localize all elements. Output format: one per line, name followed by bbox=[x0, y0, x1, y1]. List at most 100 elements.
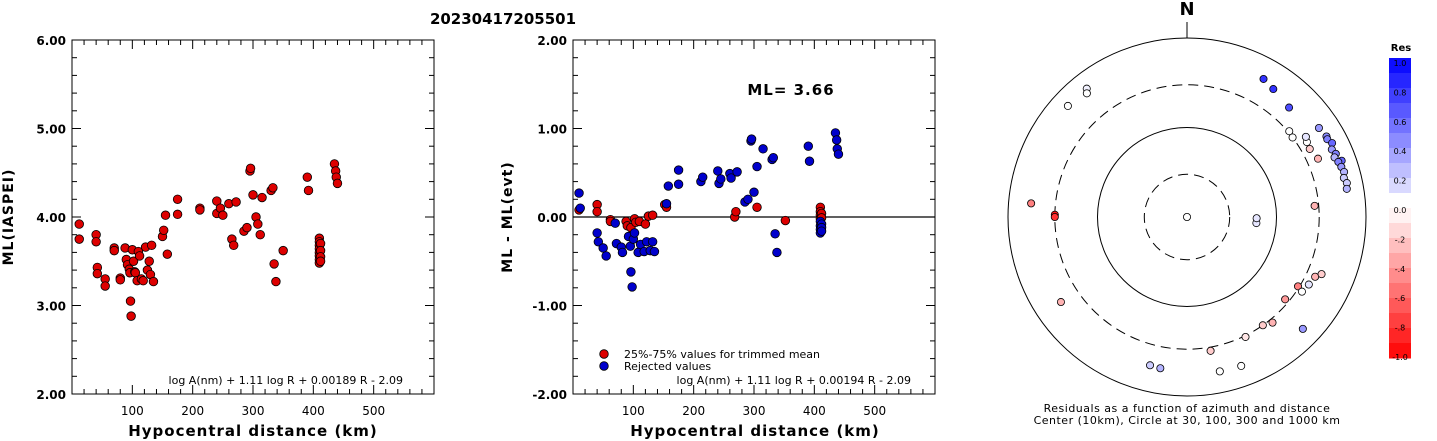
data-point bbox=[242, 222, 252, 233]
y-tick-label: 6.00 bbox=[36, 34, 66, 48]
data-point bbox=[726, 173, 736, 183]
data-point bbox=[647, 237, 658, 247]
data-point bbox=[278, 245, 288, 256]
polar-caption-line1: Residuals as a function of azimuth and d… bbox=[1044, 402, 1331, 415]
data-point bbox=[228, 240, 239, 251]
colorbar-segment bbox=[1389, 238, 1411, 254]
data-point bbox=[91, 237, 101, 247]
distance-ring bbox=[1007, 37, 1367, 397]
station-point bbox=[1268, 318, 1277, 327]
colorbar-segment bbox=[1389, 328, 1411, 344]
legend-marker-rejected bbox=[599, 361, 609, 371]
colorbar-segment bbox=[1389, 118, 1411, 134]
ml-chart-points bbox=[74, 159, 343, 321]
colorbar-tick-label: -1.0 bbox=[1392, 353, 1408, 362]
data-point bbox=[100, 281, 110, 291]
data-point bbox=[574, 188, 584, 198]
station-residual-points bbox=[1027, 74, 1351, 376]
data-point bbox=[253, 219, 263, 229]
station-point bbox=[1050, 212, 1059, 221]
residual-chart-ticks bbox=[573, 40, 935, 394]
x-tick-label: 200 bbox=[181, 404, 204, 418]
colorbar-segment bbox=[1389, 313, 1411, 329]
data-point bbox=[231, 197, 241, 207]
colorbar: Res 1.0 0.8 0.6 0.4 0.2 0.0 -.2 -.4 -.6 -.8 -1.0 bbox=[1389, 43, 1411, 362]
distance-ring bbox=[1097, 127, 1277, 307]
residual-chart: 100 200 300 400 500 -2.00 -1.00 0.00 1.00 2.00 M… bbox=[500, 34, 936, 440]
colorbar-segment bbox=[1389, 133, 1411, 149]
station-point bbox=[1293, 282, 1302, 291]
x-tick-label: 100 bbox=[121, 404, 144, 418]
data-point bbox=[610, 218, 620, 228]
colorbar-tick-label: 0.4 bbox=[1394, 147, 1407, 156]
data-point bbox=[626, 267, 636, 277]
data-point bbox=[816, 226, 827, 236]
data-point bbox=[598, 243, 608, 253]
data-point bbox=[303, 185, 314, 196]
data-point bbox=[804, 156, 815, 166]
data-point bbox=[673, 165, 684, 175]
data-point bbox=[159, 225, 169, 235]
north-label: N bbox=[1179, 0, 1194, 20]
colorbar-segment bbox=[1389, 148, 1411, 164]
colorbar-segment bbox=[1389, 298, 1411, 314]
station-point bbox=[1027, 199, 1036, 208]
data-point bbox=[218, 210, 228, 220]
data-point bbox=[716, 174, 726, 184]
station-point bbox=[1285, 103, 1294, 112]
station-point bbox=[1146, 361, 1155, 370]
data-point bbox=[257, 192, 267, 203]
data-point bbox=[302, 172, 313, 182]
x-tick-label: 300 bbox=[743, 404, 766, 418]
data-point bbox=[592, 228, 602, 238]
station-point bbox=[1237, 361, 1246, 370]
colorbar-segment bbox=[1389, 88, 1411, 104]
data-point bbox=[128, 256, 139, 266]
ml-chart-xlabel: Hypocentral distance (km) bbox=[128, 422, 378, 440]
colorbar-tick-label: 1.0 bbox=[1394, 59, 1407, 68]
distance-ring bbox=[1054, 84, 1320, 350]
station-point bbox=[1314, 124, 1323, 133]
data-point bbox=[713, 166, 723, 176]
data-point bbox=[269, 259, 279, 269]
station-point bbox=[1288, 133, 1297, 142]
colorbar-tick-label: -.6 bbox=[1395, 294, 1406, 303]
legend-label-trimmed: 25%-75% values for trimmed mean bbox=[624, 348, 820, 361]
residual-chart-points bbox=[574, 128, 844, 292]
colorbar-title: Res bbox=[1391, 43, 1411, 54]
data-point bbox=[749, 187, 759, 197]
residual-chart-formula: log A(nm) + 1.11 log R + 0.00194 R - 2.0… bbox=[677, 374, 911, 387]
colorbar-tick-label: 0.8 bbox=[1394, 88, 1407, 97]
y-tick-label: 1.00 bbox=[537, 123, 567, 137]
colorbar-tick-label: 0.0 bbox=[1394, 206, 1407, 215]
colorbar-segment bbox=[1389, 283, 1411, 299]
data-point bbox=[746, 134, 757, 144]
data-point bbox=[768, 153, 779, 163]
data-point bbox=[134, 251, 145, 261]
data-point bbox=[109, 245, 119, 256]
residual-chart-ylabel: ML - ML(evt) bbox=[500, 161, 516, 272]
data-point bbox=[125, 296, 136, 306]
data-point bbox=[627, 282, 637, 292]
station-point bbox=[1215, 367, 1224, 376]
data-point bbox=[629, 228, 640, 238]
station-point bbox=[1304, 280, 1313, 289]
colorbar-tick-labels: 1.0 0.8 0.6 0.4 0.2 0.0 -.2 -.4 -.6 -.8 -1.0 bbox=[1392, 59, 1408, 362]
data-point bbox=[195, 205, 205, 215]
x-tick-label: 400 bbox=[302, 404, 325, 418]
y-tick-label: 0.00 bbox=[537, 211, 567, 225]
data-point bbox=[647, 210, 658, 220]
colorbar-tick-label: -.4 bbox=[1395, 265, 1406, 274]
station-point bbox=[1056, 298, 1065, 307]
ml-chart-ticks bbox=[72, 40, 434, 394]
ml-chart-x-tick-labels: 100 200 300 400 500 bbox=[121, 404, 385, 418]
y-tick-label: 5.00 bbox=[36, 123, 66, 137]
data-point bbox=[148, 276, 159, 287]
colorbar-segment bbox=[1389, 178, 1411, 194]
colorbar-segment bbox=[1389, 163, 1411, 179]
data-point bbox=[831, 135, 842, 145]
colorbar-segment bbox=[1389, 103, 1411, 119]
data-point bbox=[126, 311, 136, 321]
x-tick-label: 100 bbox=[622, 404, 645, 418]
x-tick-label: 500 bbox=[362, 404, 385, 418]
